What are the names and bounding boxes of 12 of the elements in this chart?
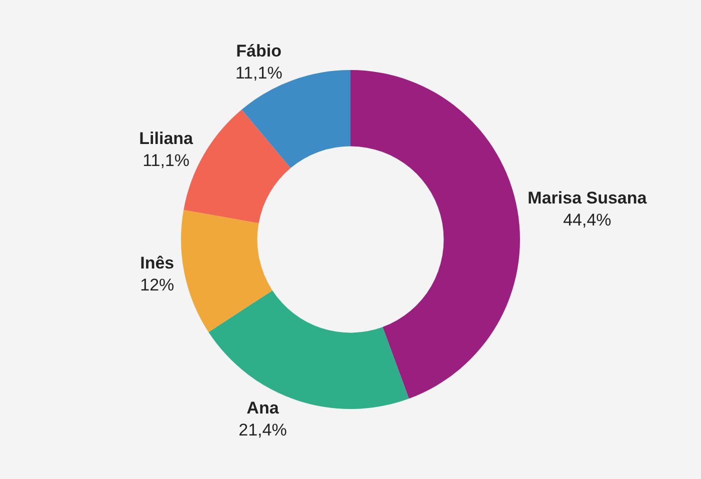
data-label: 12% (140, 276, 174, 295)
data-label: 44,4% (563, 210, 612, 230)
slice-label: Inês (140, 254, 174, 273)
donut-slice (181, 210, 272, 332)
data-label: 11,1% (235, 64, 282, 83)
slice-label: Ana (246, 398, 280, 418)
donut-slice (350, 70, 520, 399)
data-label: 11,1% (142, 150, 190, 170)
slice-label: Fábio (236, 42, 282, 60)
slice-label: Marisa Susana (528, 188, 648, 208)
slice-label: Liliana (139, 128, 194, 148)
data-label: 21,4% (238, 420, 287, 440)
